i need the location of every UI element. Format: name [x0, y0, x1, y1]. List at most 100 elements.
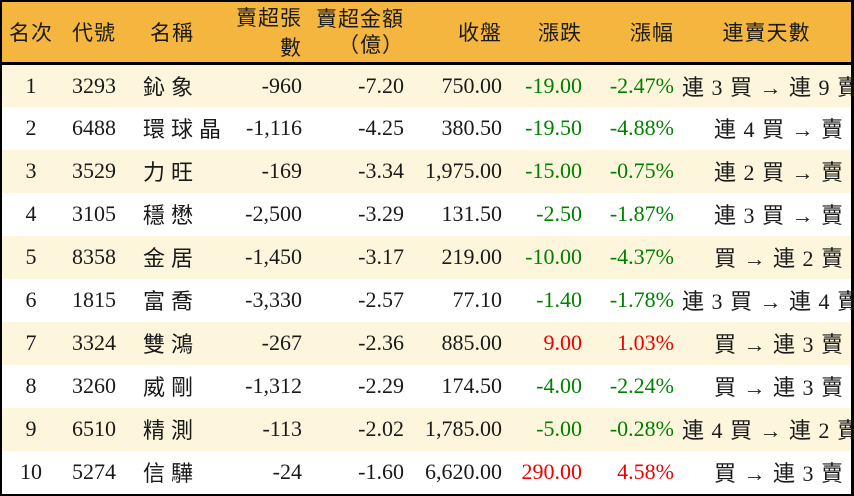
cell-stock-name: 力旺 — [143, 160, 200, 185]
cell-rank: 9 — [25, 416, 37, 441]
cell-close-price: 219.00 — [441, 244, 503, 269]
cell-sell-amount: -2.57 — [358, 287, 404, 312]
cell-sell-amount: -3.17 — [358, 244, 404, 269]
cell-change: -19.00 — [525, 72, 582, 98]
cell-change-pct: -0.28% — [609, 416, 674, 441]
cell-sell-volume: -960 — [261, 72, 302, 98]
col-header-name: 名稱 — [150, 21, 194, 45]
cell-stock-code: 3529 — [72, 158, 116, 183]
cell-stock-name: 信驊 — [143, 461, 200, 486]
col-header-close: 收盤 — [458, 21, 502, 45]
col-header-streak: 連賣天數 — [722, 21, 811, 45]
cell-rank: 7 — [25, 330, 37, 355]
cell-rank: 8 — [25, 373, 37, 398]
cell-sell-volume: -113 — [262, 416, 302, 441]
cell-rank: 2 — [25, 115, 37, 140]
col-header-sell-amount-line2: （億） — [338, 33, 404, 57]
cell-close-price: 750.00 — [441, 72, 503, 98]
table-row: 9 6510 精測 -113 -2.02 1,785.00 -5.00 -0.2… — [2, 407, 854, 451]
cell-sell-volume: -24 — [272, 459, 302, 484]
cell-sell-amount: -2.02 — [358, 416, 404, 441]
cell-stock-code: 5274 — [72, 459, 116, 484]
table-row: 8 3260 威剛 -1,312 -2.29 174.50 -4.00 -2.2… — [2, 364, 851, 408]
cell-close-price: 885.00 — [441, 330, 503, 355]
cell-sell-volume: -1,450 — [245, 244, 302, 269]
cell-rank: 10 — [20, 459, 42, 484]
cell-stock-code: 3293 — [72, 72, 116, 98]
cell-sell-amount: -4.25 — [358, 115, 404, 140]
cell-streak: 連 3 買 → 連 4 賣 — [682, 289, 854, 314]
cell-change-pct: -1.87% — [609, 201, 674, 226]
table-row: 3 3529 力旺 -169 -3.34 1,975.00 -15.00 -0.… — [2, 149, 851, 193]
cell-change: -19.50 — [525, 115, 582, 140]
cell-stock-name: 穩懋 — [143, 203, 200, 228]
cell-stock-name: 威剛 — [143, 375, 200, 400]
cell-change-pct: 4.58% — [617, 459, 674, 484]
cell-streak: 連 3 買 → 連 9 賣 — [682, 74, 854, 100]
cell-close-price: 6,620.00 — [425, 459, 502, 484]
table-row: 6 1815 富喬 -3,330 -2.57 77.10 -1.40 -1.78… — [2, 278, 854, 322]
cell-stock-code: 1815 — [72, 287, 116, 312]
cell-close-price: 77.10 — [452, 287, 503, 312]
cell-stock-code: 3260 — [72, 373, 116, 398]
cell-change: -15.00 — [525, 158, 582, 183]
cell-streak: 買 → 連 3 賣 — [713, 332, 844, 357]
cell-sell-volume: -3,330 — [245, 287, 302, 312]
cell-stock-name: 金居 — [143, 246, 200, 271]
table-row: 7 3324 雙鴻 -267 -2.36 885.00 9.00 1.03% 買… — [2, 321, 851, 365]
cell-close-price: 1,785.00 — [425, 416, 502, 441]
cell-sell-volume: -1,312 — [245, 373, 302, 398]
cell-sell-amount: -3.34 — [358, 158, 404, 183]
cell-change: -1.40 — [536, 287, 582, 312]
cell-sell-volume: -1,116 — [245, 115, 302, 140]
col-header-code: 代號 — [72, 21, 116, 45]
cell-streak: 買 → 連 3 賣 — [713, 375, 844, 400]
cell-close-price: 174.50 — [441, 373, 503, 398]
cell-rank: 4 — [25, 201, 37, 226]
cell-rank: 6 — [25, 287, 37, 312]
cell-rank: 5 — [25, 244, 37, 269]
table-row: 10 5274 信驊 -24 -1.60 6,620.00 290.00 4.5… — [2, 450, 851, 494]
table-row: 4 3105 穩懋 -2,500 -3.29 131.50 -2.50 -1.8… — [2, 192, 851, 236]
cell-stock-name: 雙鴻 — [143, 332, 200, 357]
cell-sell-amount: -2.29 — [358, 373, 404, 398]
col-header-rank: 名次 — [9, 21, 53, 45]
col-header-sell-amount-line1: 賣超金額 — [316, 7, 404, 31]
cell-change: -5.00 — [536, 416, 582, 441]
table-header: 名次 代號 名稱 賣超張數 賣超金額 （億） 收盤 漲跌 漲幅 連賣天數 — [2, 2, 851, 64]
cell-sell-volume: -267 — [261, 330, 302, 355]
cell-rank: 1 — [25, 72, 37, 98]
cell-sell-amount: -3.29 — [358, 201, 404, 226]
cell-sell-amount: -2.36 — [358, 330, 404, 355]
cell-change: -10.00 — [525, 244, 582, 269]
table-body: 1 3293 鈊象 -960 -7.20 750.00 -19.00 -2.47… — [2, 63, 854, 494]
cell-change-pct: -1.78% — [609, 287, 674, 312]
cell-close-price: 131.50 — [441, 201, 503, 226]
cell-streak: 買 → 連 2 賣 — [713, 246, 844, 271]
cell-sell-amount: -1.60 — [358, 459, 404, 484]
cell-streak: 連 2 買 → 賣 — [713, 160, 844, 185]
col-header-change: 漲跌 — [538, 21, 582, 45]
cell-stock-code: 8358 — [72, 244, 116, 269]
cell-change-pct: -2.24% — [609, 373, 674, 398]
cell-stock-name: 富喬 — [143, 289, 200, 314]
cell-change-pct: -4.37% — [609, 244, 674, 269]
col-header-sell-volume: 賣超張數 — [236, 6, 302, 60]
cell-change-pct: 1.03% — [617, 330, 674, 355]
cell-close-price: 1,975.00 — [425, 158, 502, 183]
col-header-sell-amount: 賣超金額 （億） — [312, 2, 412, 64]
cell-change: 9.00 — [543, 330, 583, 355]
cell-change: 290.00 — [521, 459, 583, 484]
cell-change-pct: -4.88% — [609, 115, 674, 140]
cell-stock-name: 鈊象 — [143, 74, 200, 100]
cell-stock-name: 精測 — [143, 418, 200, 443]
header-row: 名次 代號 名稱 賣超張數 賣超金額 （億） 收盤 漲跌 漲幅 連賣天數 — [2, 2, 851, 64]
cell-rank: 3 — [25, 158, 37, 183]
col-header-change-pct: 漲幅 — [630, 21, 674, 45]
cell-change: -4.00 — [536, 373, 582, 398]
cell-change-pct: -2.47% — [609, 72, 674, 98]
cell-stock-code: 3105 — [72, 201, 116, 226]
cell-sell-volume: -2,500 — [245, 201, 302, 226]
